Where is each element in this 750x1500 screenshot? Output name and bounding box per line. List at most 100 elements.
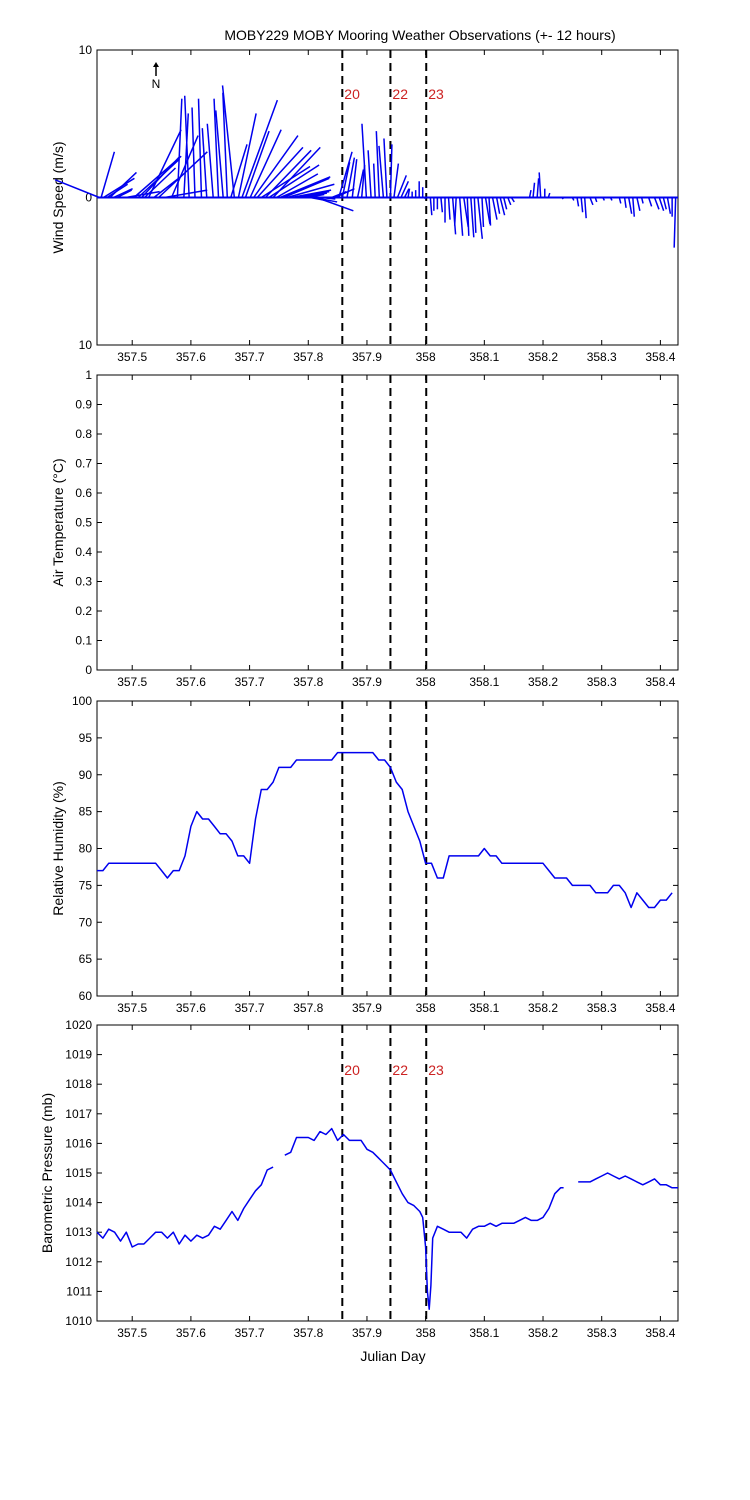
wind-vector — [627, 197, 633, 214]
wind-vector — [491, 197, 498, 220]
wind-vector — [383, 138, 388, 198]
figure-title: MOBY229 MOBY Mooring Weather Observation… — [224, 27, 615, 43]
y-tick-label: 0 — [85, 663, 92, 677]
wind-vector — [400, 180, 410, 198]
x-tick-label: 358.1 — [469, 350, 499, 364]
wind-vector — [378, 145, 385, 198]
wind-vector — [213, 98, 220, 198]
x-tick-label: 357.8 — [293, 1001, 323, 1015]
wind-vector — [396, 175, 408, 198]
y-axis-label: Barometric Pressure (mb) — [39, 1093, 55, 1253]
wind-vector — [256, 146, 304, 199]
wind-vector — [463, 197, 469, 228]
wind-vector — [547, 192, 551, 198]
chart-panel-3: Relative Humidity (%) 60 65 70 75 80 85 90 95 100… — [50, 694, 679, 1015]
wind-vector — [141, 155, 181, 199]
x-tick-label: 357.8 — [293, 675, 323, 689]
x-tick-label: 358 — [416, 1001, 436, 1015]
wind-vector — [528, 189, 532, 198]
wind-vector — [466, 197, 470, 236]
wind-vector — [502, 197, 508, 210]
y-tick-label: 100 — [72, 694, 92, 708]
wind-vector — [183, 95, 190, 198]
x-tick-label: 357.5 — [117, 1326, 147, 1340]
series-line — [96, 1166, 274, 1248]
wind-vector — [367, 150, 372, 198]
y-tick-label: 65 — [79, 952, 93, 966]
chart-panel-2: Air Temperature (°C) 0 0.1 0.2 0.3 0.4 0.5 0.6 0… — [50, 368, 679, 689]
event-label-22: 22 — [392, 86, 408, 102]
wind-vector — [346, 157, 356, 198]
wind-vector — [316, 196, 354, 212]
wind-vector — [453, 197, 457, 226]
north-arrow-label: N — [152, 77, 161, 91]
series-line — [284, 1127, 564, 1310]
y-tick-label: 1018 — [65, 1077, 92, 1091]
x-tick-label: 357.7 — [235, 1326, 265, 1340]
y-tick-label: 1017 — [65, 1107, 92, 1121]
wind-vector — [507, 197, 512, 206]
x-tick-label: 358.2 — [528, 675, 558, 689]
event-label-22: 22 — [392, 1062, 408, 1078]
x-tick-label: 357.6 — [176, 1001, 206, 1015]
x-tick-label: 358 — [416, 675, 436, 689]
wind-sticks — [54, 85, 678, 248]
wind-vector — [197, 98, 203, 198]
x-tick-label: 357.7 — [235, 1001, 265, 1015]
wind-vector — [249, 129, 282, 198]
wind-vector — [647, 197, 653, 207]
wind-vector — [264, 149, 312, 199]
x-tick-label: 357.9 — [352, 675, 382, 689]
wind-vector — [356, 169, 365, 198]
event-label-20: 20 — [344, 86, 360, 102]
wind-vector — [306, 193, 325, 199]
wind-vector — [183, 113, 190, 198]
y-tick-label: 95 — [79, 731, 93, 745]
wind-vector — [338, 151, 353, 198]
wind-vector — [201, 128, 208, 198]
x-tick-label: 357.8 — [293, 1326, 323, 1340]
wind-vector — [272, 146, 321, 199]
wind-vector — [279, 176, 331, 199]
wind-vector — [589, 197, 594, 206]
wind-vector — [653, 197, 660, 210]
y-tick-label: 1010 — [65, 1314, 92, 1328]
wind-vector — [673, 197, 677, 248]
wind-vector — [237, 113, 257, 198]
y-tick-label: 0.4 — [75, 545, 92, 559]
wind-vector — [477, 197, 484, 239]
wind-vector — [375, 131, 381, 198]
y-tick-label: 1016 — [65, 1136, 92, 1150]
wind-vector — [623, 197, 627, 208]
y-tick-label: 80 — [79, 842, 93, 856]
wind-vector — [191, 107, 196, 198]
event-label-20: 20 — [344, 1062, 360, 1078]
x-tick-label: 358.3 — [587, 1001, 617, 1015]
x-tick-label: 358.3 — [587, 350, 617, 364]
wind-vector — [286, 183, 335, 199]
y-tick-label: 90 — [79, 768, 93, 782]
wind-vector — [495, 197, 501, 214]
chart-panel-1: Wind Speed (m/s) 10 0 10 357.5 357.6 357.7 357.… — [50, 43, 679, 364]
y-tick-label: 1012 — [65, 1255, 92, 1269]
wind-vector — [571, 197, 575, 201]
y-tick-label: 1013 — [65, 1225, 92, 1239]
x-tick-label: 358.2 — [528, 350, 558, 364]
x-tick-label: 357.5 — [117, 1001, 147, 1015]
y-tick-label: 0.1 — [75, 634, 92, 648]
y-tick-label: 75 — [79, 878, 93, 892]
y-tick-label: 1011 — [66, 1284, 92, 1298]
y-tick-label: 0.2 — [75, 604, 92, 618]
x-tick-label: 357.6 — [176, 350, 206, 364]
wind-vector — [176, 98, 183, 198]
wind-vector — [424, 196, 427, 200]
x-tick-label: 357.8 — [293, 350, 323, 364]
wind-vector — [473, 197, 477, 233]
wind-vector — [351, 159, 358, 198]
wind-vector — [291, 189, 332, 199]
wind-vector — [334, 187, 355, 199]
event-label-23: 23 — [428, 1062, 444, 1078]
wind-vector — [244, 130, 270, 198]
wind-vector — [538, 172, 542, 198]
wind-vector — [658, 197, 665, 212]
